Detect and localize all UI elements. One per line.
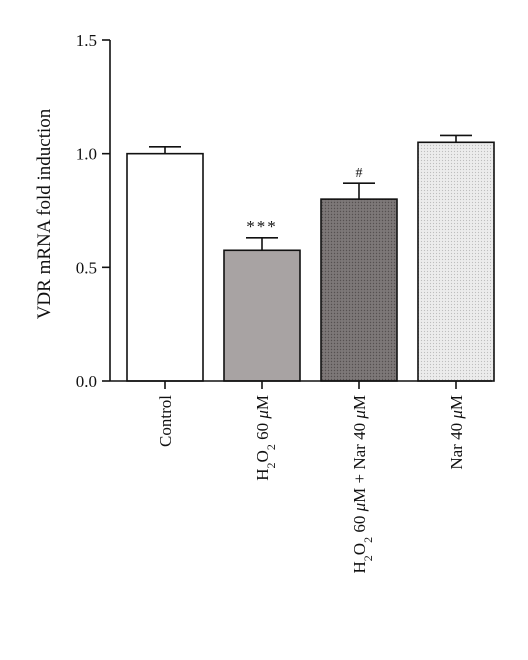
bar xyxy=(126,152,204,382)
error-bars-group xyxy=(149,134,472,251)
y-tick-label: 0.0 xyxy=(76,372,97,391)
y-tick-label: 1.0 xyxy=(76,145,97,164)
significance-marker: *** xyxy=(246,217,278,236)
x-tick-label: Control xyxy=(156,395,175,447)
x-tick-label: Nar 40 μM xyxy=(447,395,466,470)
y-tick-label: 1.5 xyxy=(76,31,97,50)
y-tick-label: 0.5 xyxy=(76,258,97,277)
axes-group xyxy=(109,40,492,382)
y-ticks-group: 0.0 0.5 1.0 1.5 xyxy=(76,31,110,391)
bar xyxy=(320,198,398,382)
x-labels-group: Control H2O2 60 μM H2O2 60 μM + Nar 40 μM N… xyxy=(156,381,466,573)
y-axis-label: VDR mRNA fold induction xyxy=(34,108,55,319)
bars-group xyxy=(126,141,495,382)
x-tick-label: H2O2 60 μM + Nar 40 μM xyxy=(350,395,375,573)
x-tick-label: H2O2 60 μM xyxy=(253,395,278,481)
bar xyxy=(417,141,495,382)
bar xyxy=(223,249,301,382)
annotations-group: *** # xyxy=(246,166,362,236)
significance-marker: # xyxy=(356,166,363,181)
